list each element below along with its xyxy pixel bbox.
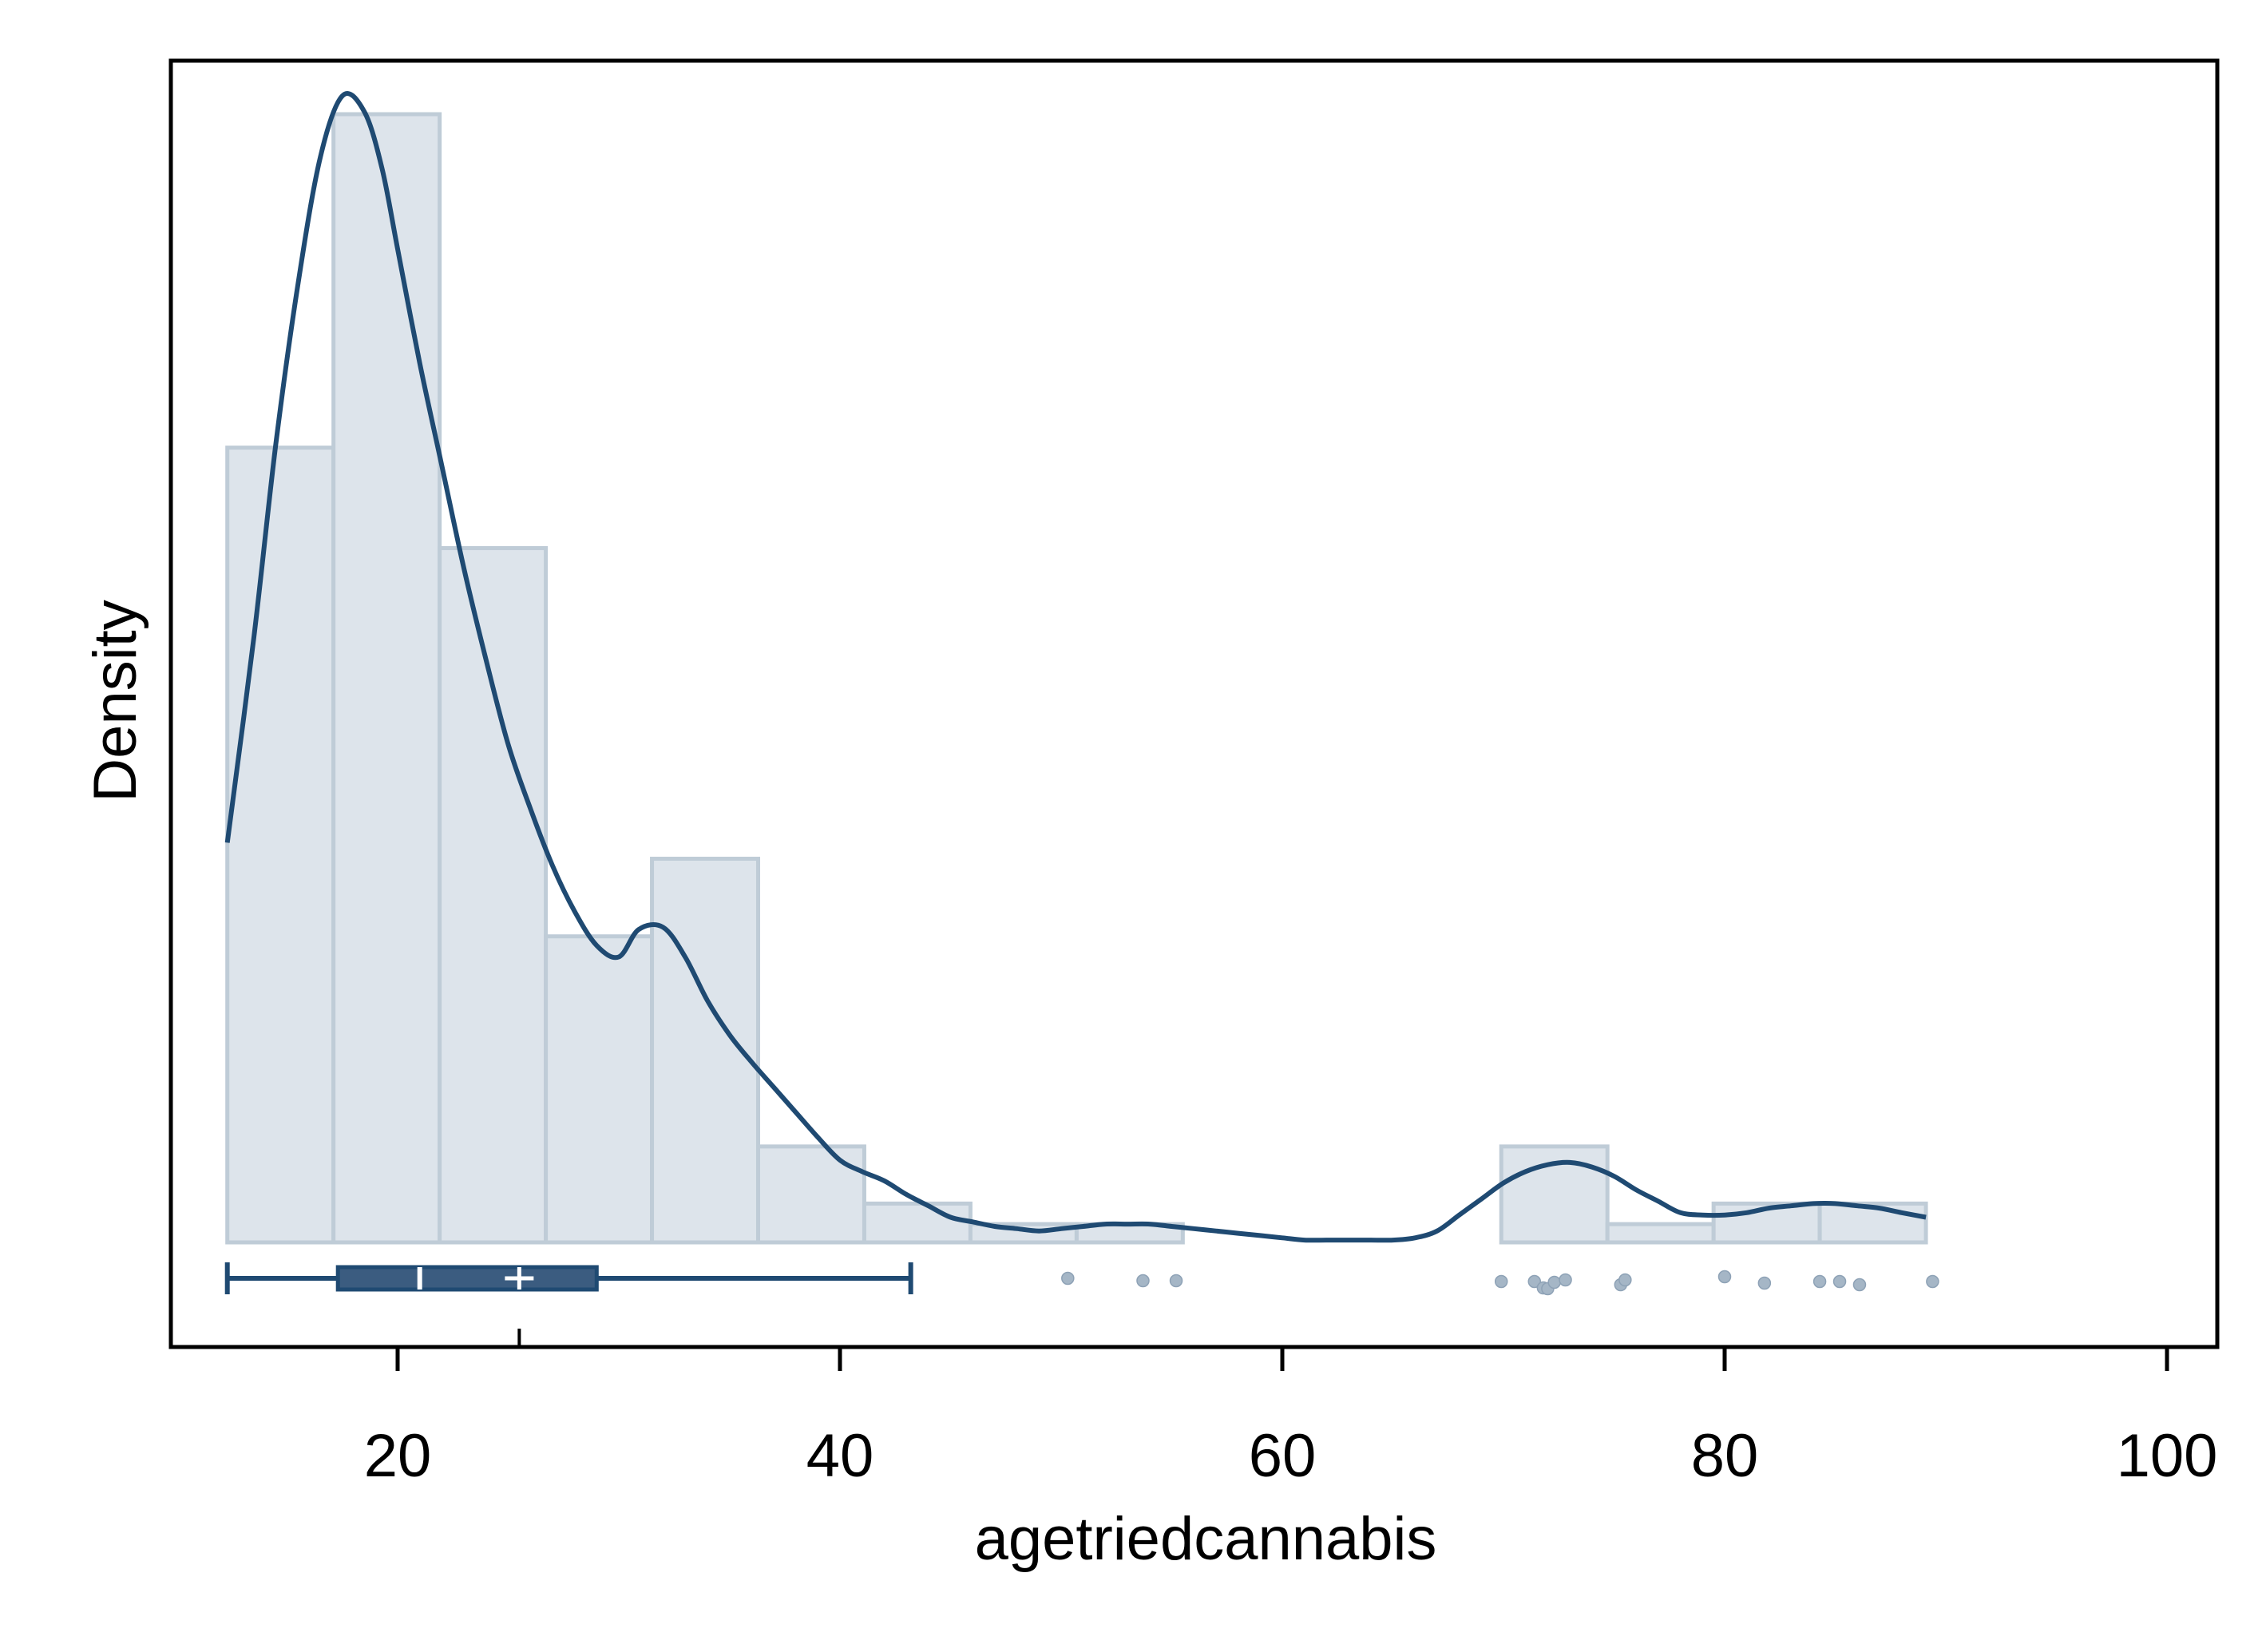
outlier-point (1926, 1274, 1939, 1289)
outlier-point (1527, 1274, 1542, 1289)
outlier-points (1061, 1270, 1939, 1296)
x-tick-label: 40 (806, 1422, 874, 1490)
histogram-bar (1499, 1144, 1610, 1245)
outlier-point (1852, 1278, 1867, 1292)
outlier-point (1136, 1274, 1150, 1288)
outlier-point (1618, 1273, 1632, 1287)
histogram-bar (756, 1144, 866, 1245)
x-tick-label: 80 (1691, 1422, 1759, 1490)
density-curve-layer (224, 91, 1927, 1243)
outlier-point (1717, 1270, 1732, 1284)
plot-frame (168, 58, 2220, 1349)
boxplot-layer (224, 1262, 913, 1294)
x-tick-label: 60 (1249, 1422, 1317, 1490)
y-axis-label: Density (81, 600, 149, 802)
density-curve (224, 91, 1927, 1243)
outlier-point (1832, 1274, 1847, 1289)
outlier-point (1559, 1273, 1572, 1287)
outlier-point (1547, 1275, 1561, 1290)
x-axis: 20 40 60 80 100 (364, 1329, 2218, 1490)
histogram-bars (225, 112, 1928, 1245)
outlier-point (1061, 1271, 1075, 1286)
histogram-bar (1817, 1201, 1928, 1245)
histogram-bar (544, 934, 655, 1245)
histogram-bar (225, 446, 336, 1245)
outlier-point (1757, 1276, 1772, 1290)
histogram-bar (1605, 1222, 1716, 1245)
histogram-bar (862, 1201, 973, 1245)
histogram-bar (438, 545, 549, 1245)
x-axis-label: agetriedcannabis (975, 1505, 1437, 1573)
x-tick-label: 20 (364, 1422, 432, 1490)
outlier-point (1494, 1274, 1508, 1289)
outlier-point (1169, 1274, 1183, 1288)
x-tick-label: 100 (2117, 1422, 2218, 1490)
iqr-box (335, 1265, 599, 1292)
histogram-bar (331, 112, 442, 1245)
outlier-point (1812, 1274, 1827, 1289)
